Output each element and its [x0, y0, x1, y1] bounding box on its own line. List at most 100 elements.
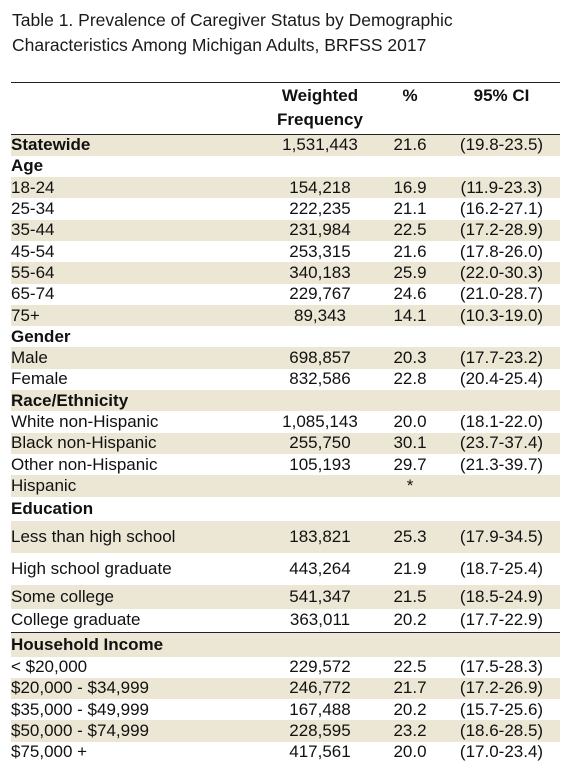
row-age-45-54: 45-54 253,315 21.6 (17.8-26.0) [11, 241, 560, 262]
table-top-rule [11, 82, 560, 83]
row-white-non-hispanic: White non-Hispanic 1,085,143 20.0 (18.1-… [11, 411, 560, 432]
row-pct: 21.6 [377, 133, 443, 156]
header-ci: 95% CI [473, 86, 530, 105]
row-freq: 255,750 [289, 433, 351, 453]
prevalence-table: Weighted Frequency % 95% CI Statewide 1,… [11, 84, 560, 763]
row-pct: 20.0 [393, 412, 427, 431]
row-pct: 16.9 [393, 177, 427, 197]
row-freq: 1,085,143 [282, 412, 358, 431]
row-pct: 20.2 [393, 699, 427, 719]
row-age-75-plus: 75+ 89,343 14.1 (10.3-19.0) [11, 304, 560, 327]
section-label: Household Income [11, 632, 263, 657]
row-label: 35-44 [11, 220, 55, 240]
row-label: Less than high school [11, 526, 176, 546]
row-pct: 21.5 [393, 586, 427, 606]
row-freq: 698,857 [289, 348, 351, 368]
row-ci: (16.2-27.1) [459, 199, 544, 219]
row-freq: 443,264 [289, 558, 351, 578]
row-ci: (19.8-23.5) [443, 133, 560, 156]
row-pct: 30.1 [393, 433, 427, 453]
header-freq-line-2: Frequency [277, 110, 363, 129]
section-household-income: Household Income [11, 632, 560, 657]
row-label: White non-Hispanic [11, 412, 159, 431]
row-freq: 228,595 [289, 721, 351, 741]
row-label: Some college [11, 586, 115, 606]
section-label: Race/Ethnicity [11, 390, 129, 410]
row-hispanic: Hispanic * [11, 475, 560, 497]
row-ci: (17.8-26.0) [459, 241, 544, 261]
header-percent: % [402, 86, 418, 105]
section-label: Gender [11, 326, 71, 346]
row-freq: 167,488 [289, 699, 351, 719]
row-ci: (10.3-19.0) [459, 305, 544, 325]
row-pct: 22.5 [393, 657, 427, 677]
row-pct: 20.0 [393, 742, 427, 762]
row-label: Female [11, 369, 68, 389]
row-label: 45-54 [11, 241, 55, 261]
row-income-75000-plus: $75,000 + 417,561 20.0 (17.0-23.4) [11, 742, 560, 763]
row-label: Black non-Hispanic [11, 433, 157, 453]
row-freq: 363,011 [289, 610, 351, 630]
row-pct: 21.6 [393, 241, 427, 261]
row-pct: 21.9 [393, 558, 427, 578]
row-female: Female 832,586 22.8 (20.4-25.4) [11, 369, 560, 390]
row-freq: 1,531,443 [263, 133, 377, 156]
section-label: Age [11, 156, 44, 176]
row-male: Male 698,857 20.3 (17.7-23.2) [11, 347, 560, 369]
row-black-non-hispanic: Black non-Hispanic 255,750 30.1 (23.7-37… [11, 432, 560, 454]
table-caption: Table 1. Prevalence of Caregiver Status … [12, 8, 562, 58]
row-income-20000-34999: $20,000 - $34,999 246,772 21.7 (17.2-26.… [11, 677, 560, 700]
row-label: College graduate [11, 610, 141, 630]
header-label [11, 84, 263, 135]
row-freq: 340,183 [289, 262, 351, 282]
row-pct: 23.2 [393, 721, 427, 741]
row-pct: 25.3 [393, 526, 427, 546]
row-less-than-high-school: Less than high school 183,821 25.3 (17.9… [11, 520, 560, 553]
caption-line-2: Characteristics Among Michigan Adults, B… [12, 35, 427, 55]
row-ci: (17.7-23.2) [459, 348, 544, 368]
row-label: 75+ [11, 305, 40, 325]
row-ci: (18.1-22.0) [459, 412, 544, 431]
row-ci: (15.7-25.6) [459, 699, 544, 719]
row-ci: (17.2-28.9) [459, 220, 544, 240]
row-income-35000-49999: $35,000 - $49,999 167,488 20.2 (15.7-25.… [11, 699, 560, 720]
row-age-65-74: 65-74 229,767 24.6 (21.0-28.7) [11, 284, 560, 305]
row-pct: * [406, 475, 414, 495]
row-income-lt-20000: < $20,000 229,572 22.5 (17.5-28.3) [11, 657, 560, 678]
row-freq: 89,343 [294, 305, 346, 325]
section-age: Age [11, 156, 560, 177]
row-freq: 183,821 [289, 526, 351, 546]
row-label: Male [11, 348, 48, 368]
row-label: Statewide [11, 133, 263, 156]
row-age-55-64: 55-64 340,183 25.9 (22.0-30.3) [11, 262, 560, 284]
row-freq [263, 475, 377, 496]
row-freq: 253,315 [289, 241, 351, 261]
row-ci: (20.4-25.4) [459, 369, 544, 389]
row-freq: 222,235 [289, 199, 351, 219]
row-pct: 21.7 [393, 678, 427, 698]
section-gender: Gender [11, 326, 560, 347]
row-ci: (11.9-23.3) [460, 177, 543, 197]
row-ci: (18.7-25.4) [459, 558, 544, 578]
row-college-graduate: College graduate 363,011 20.2 (17.7-22.9… [11, 609, 560, 633]
row-label: $35,000 - $49,999 [11, 699, 150, 719]
row-label: 55-64 [11, 262, 55, 282]
row-label: 25-34 [11, 199, 55, 219]
row-pct: 24.6 [393, 284, 427, 304]
row-label: $20,000 - $34,999 [11, 678, 150, 698]
caption-line-1: Table 1. Prevalence of Caregiver Status … [12, 10, 453, 30]
row-pct: 14.1 [393, 305, 427, 325]
row-freq: 105,193 [289, 454, 351, 474]
row-ci: (17.9-34.5) [459, 526, 544, 546]
row-ci: (17.2-26.9) [459, 678, 544, 698]
row-ci: (21.0-28.7) [459, 284, 544, 304]
row-pct: 20.3 [393, 348, 427, 368]
row-label: $50,000 - $74,999 [11, 721, 150, 741]
row-age-25-34: 25-34 222,235 21.1 (16.2-27.1) [11, 198, 560, 219]
row-ci: (21.3-39.7) [459, 454, 544, 474]
row-label: 65-74 [11, 284, 55, 304]
row-age-18-24: 18-24 154,218 16.9 (11.9-23.3) [11, 177, 560, 199]
row-pct: 22.8 [393, 369, 427, 389]
row-pct: 20.2 [393, 610, 427, 630]
row-ci: (23.7-37.4) [459, 433, 544, 453]
